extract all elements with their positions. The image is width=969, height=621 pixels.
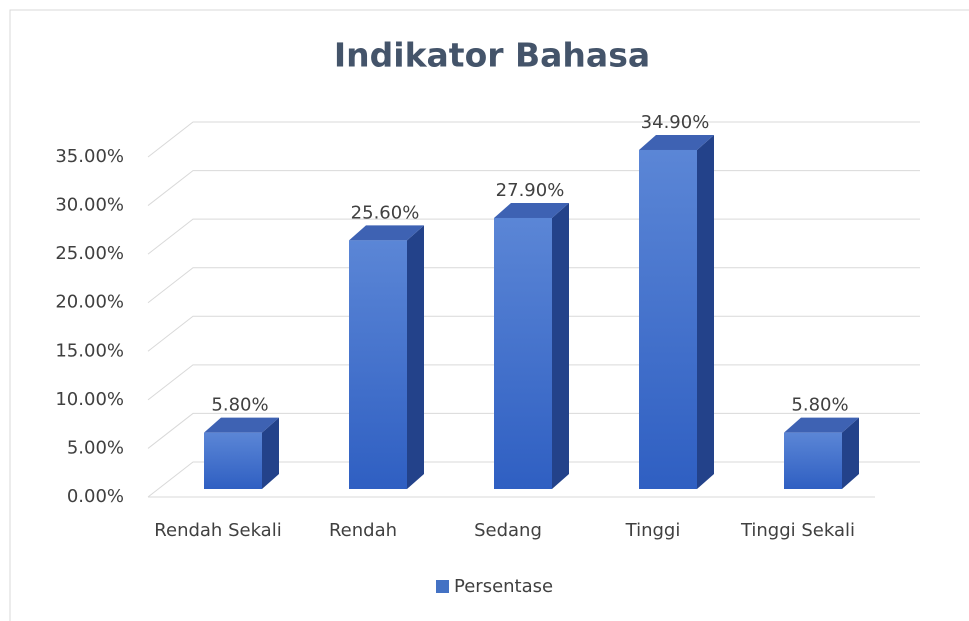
bar-top bbox=[494, 202, 569, 218]
x-tick-label: Sedang bbox=[474, 520, 542, 541]
bar bbox=[784, 417, 859, 489]
data-label: 5.80% bbox=[211, 395, 268, 416]
bar-top bbox=[349, 225, 424, 241]
y-tick-label: 30.00% bbox=[55, 195, 124, 216]
bar-side bbox=[552, 202, 569, 489]
bar-top bbox=[639, 134, 714, 150]
bar-front bbox=[639, 149, 697, 489]
y-tick-label: 10.00% bbox=[55, 389, 124, 410]
x-tick-label: Rendah Sekali bbox=[154, 520, 281, 541]
x-tick-label: Tinggi bbox=[625, 520, 681, 541]
y-tick-label: 15.00% bbox=[55, 340, 124, 361]
bar bbox=[639, 134, 714, 489]
bar-top bbox=[204, 417, 279, 433]
legend-label: Persentase bbox=[454, 576, 553, 597]
bar-top bbox=[784, 417, 859, 433]
bar-side bbox=[407, 225, 424, 490]
plot: 0.00% 5.00% 10.00% 15.00% 20.00% 25.00% 30.00%… bbox=[55, 112, 920, 541]
bar-front bbox=[784, 432, 842, 489]
bar bbox=[204, 417, 279, 489]
y-tick-label: 35.00% bbox=[55, 146, 124, 167]
y-tick-label: 25.00% bbox=[55, 243, 124, 264]
bar-front bbox=[349, 240, 407, 489]
y-tick-label: 20.00% bbox=[55, 292, 124, 313]
chart-frame bbox=[9, 9, 969, 621]
legend-swatch bbox=[436, 580, 449, 593]
y-tick-label: 5.00% bbox=[67, 437, 124, 458]
data-label: 27.90% bbox=[496, 180, 565, 201]
bar bbox=[494, 202, 569, 489]
y-tick-label: 0.00% bbox=[67, 486, 124, 507]
bar bbox=[349, 225, 424, 490]
bar-side bbox=[842, 417, 859, 489]
chart-title: Indikator Bahasa bbox=[334, 36, 650, 75]
data-label: 25.60% bbox=[351, 202, 420, 223]
grid-line bbox=[147, 121, 920, 158]
x-tick-label: Tinggi Sekali bbox=[740, 520, 855, 541]
bar-front bbox=[204, 432, 262, 489]
data-label: 34.90% bbox=[641, 112, 710, 133]
bar-side bbox=[262, 417, 279, 489]
bar-front bbox=[494, 217, 552, 489]
data-label: 5.80% bbox=[791, 395, 848, 416]
bar-side bbox=[697, 134, 714, 489]
x-tick-label: Rendah bbox=[329, 520, 397, 541]
